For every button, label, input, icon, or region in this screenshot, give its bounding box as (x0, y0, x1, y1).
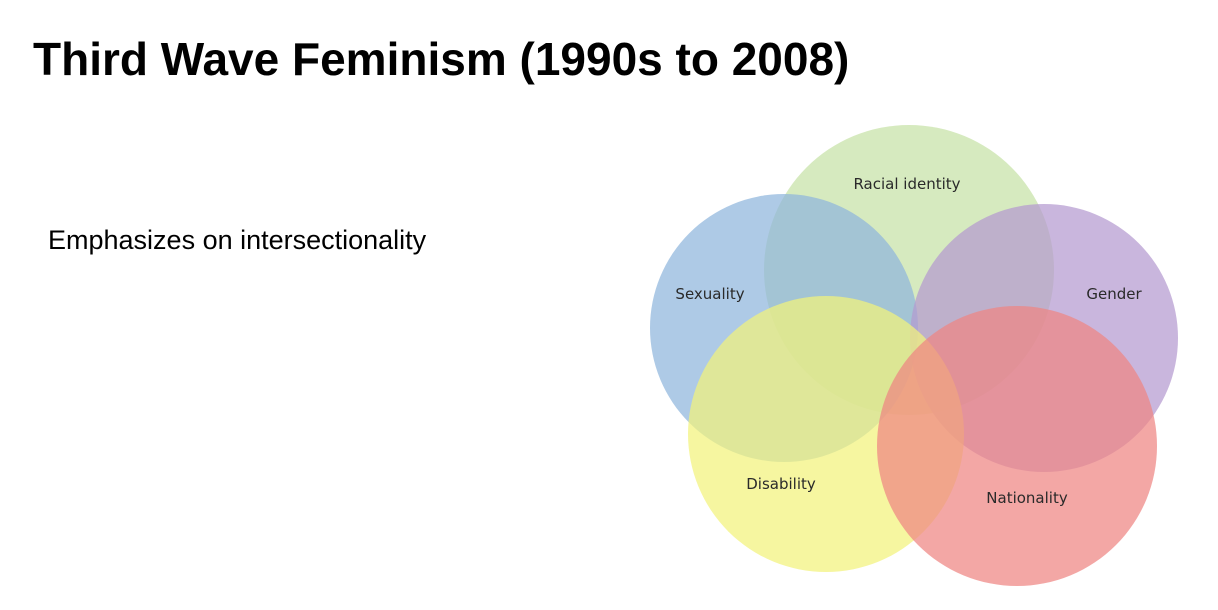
bullet-text: Emphasizes on intersectionality (48, 225, 427, 255)
venn-circle-nationality (877, 306, 1157, 586)
venn-label-gender: Gender (1086, 285, 1142, 303)
venn-label-racial-identity: Racial identity (853, 175, 960, 193)
venn-label-disability: Disability (746, 475, 816, 493)
slide-title: Third Wave Feminism (1990s to 2008) (33, 33, 850, 85)
venn-label-sexuality: Sexuality (675, 285, 744, 303)
venn-label-nationality: Nationality (986, 489, 1068, 507)
